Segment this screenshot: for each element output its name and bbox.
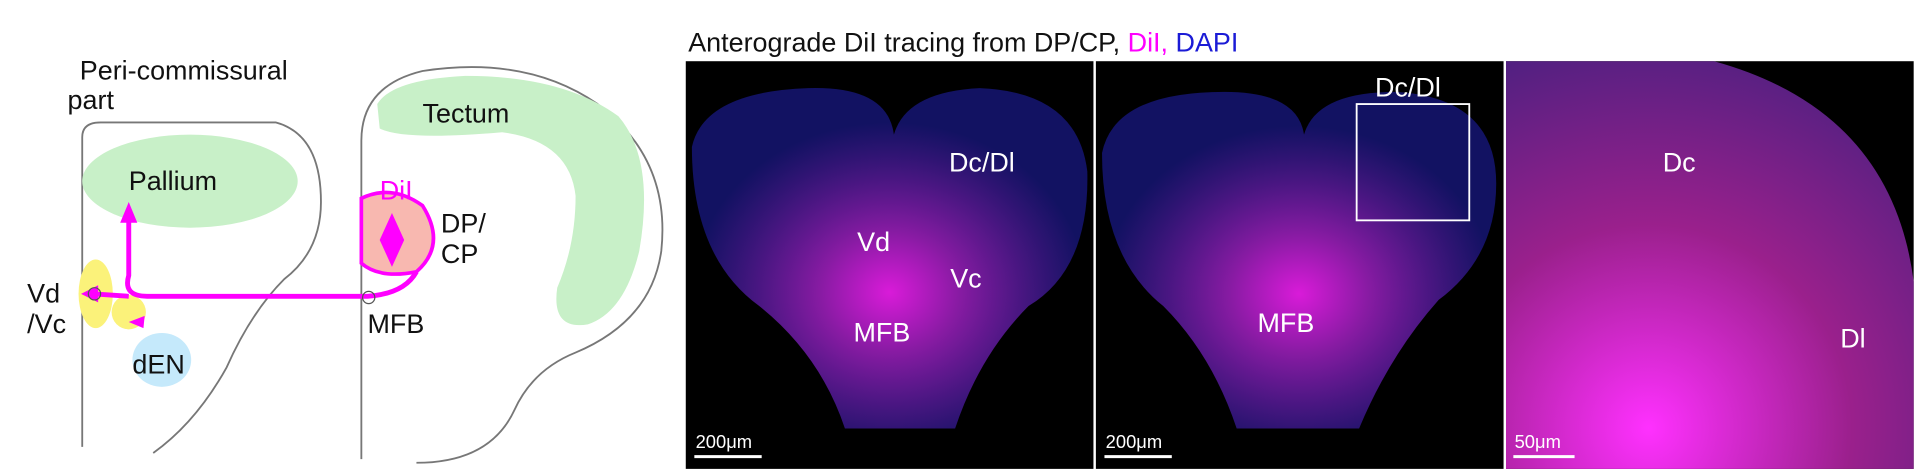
figure-title: Anterograde DiI tracing from DP/CP, DiI,…	[688, 27, 1238, 57]
schematic: Peri-commissural part Pallium Tectum DiI…	[27, 56, 664, 464]
panel-label: Vc	[950, 264, 981, 294]
panel-label: MFB	[853, 318, 910, 348]
arrowheads	[81, 201, 145, 329]
panel-label: Dc/Dl	[949, 147, 1015, 177]
brain-section	[691, 88, 1088, 429]
label: Pallium	[129, 166, 217, 196]
label: DiI	[380, 176, 413, 206]
forebrain-outline	[81, 121, 322, 454]
midbrain-outline	[360, 66, 664, 464]
label: DP/	[441, 209, 486, 239]
scale-label: 200μm	[1106, 431, 1163, 452]
title-text: Anterograde DiI tracing from DP/CP,	[688, 27, 1127, 57]
inset-box	[1355, 103, 1471, 222]
region-title: part	[68, 85, 115, 115]
label: MFB	[367, 309, 424, 339]
scale-label: 50μm	[1515, 431, 1561, 452]
region-title: Peri-commissural	[80, 56, 288, 86]
mfb-marker	[361, 290, 376, 305]
title-dil: DiI,	[1128, 27, 1168, 57]
tectum-area	[377, 75, 645, 326]
label: dEN	[132, 349, 184, 379]
scale-label: 200μm	[696, 431, 753, 452]
label: CP	[441, 239, 478, 269]
label: Vd	[27, 278, 60, 308]
label: /Vc	[27, 309, 66, 339]
title-dapi: DAPI	[1168, 27, 1238, 57]
pallium-area	[82, 134, 298, 228]
vd-marker	[87, 287, 102, 301]
panel-label: Vd	[857, 227, 890, 257]
panel-label: Dc	[1663, 147, 1696, 177]
panel-label: Dc/Dl	[1375, 73, 1441, 103]
den-area	[132, 332, 192, 387]
micrographs: Dc/Dl Vd Vc MFB Dc/Dl MFB Dc Dl 200μm 20…	[685, 61, 1914, 469]
panel-label: Dl	[1840, 324, 1865, 354]
panel-label: MFB	[1257, 308, 1314, 338]
brain-section	[1102, 91, 1497, 429]
label: Tectum	[423, 98, 510, 128]
brain-section	[1506, 61, 1914, 469]
